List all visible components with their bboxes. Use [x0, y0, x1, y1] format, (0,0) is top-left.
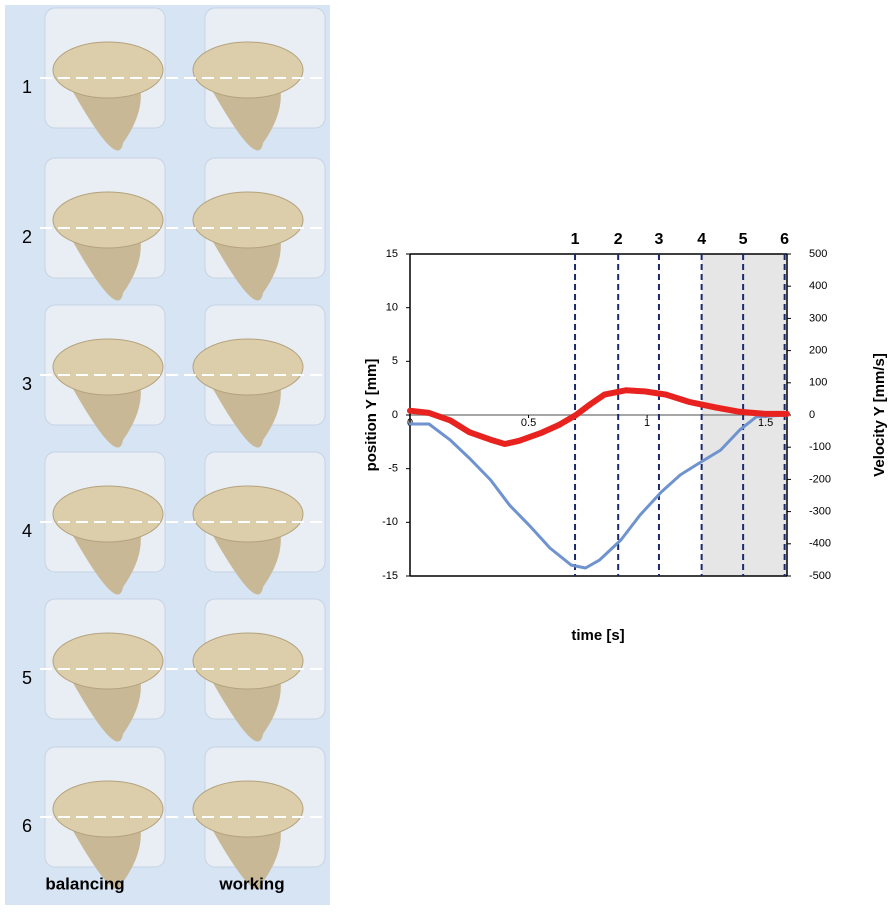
tooth-crown [53, 486, 163, 542]
row-label: 2 [22, 227, 32, 247]
row-label: 3 [22, 374, 32, 394]
row-label: 4 [22, 521, 32, 541]
y2-tick-label: 300 [809, 312, 827, 324]
y2-tick-label: -400 [809, 538, 831, 550]
marker-label: 4 [697, 231, 706, 248]
y-tick-label: 15 [386, 248, 398, 260]
tooth-crown [193, 192, 303, 248]
row-label: 5 [22, 668, 32, 688]
y2-axis-label: Velocity Y [mm/s] [871, 353, 888, 477]
y2-tick-label: -100 [809, 441, 831, 453]
y2-tick-label: -300 [809, 506, 831, 518]
y-tick-label: -10 [382, 516, 398, 528]
row-label: 6 [22, 816, 32, 836]
tooth-crown [53, 339, 163, 395]
tooth-crown [193, 339, 303, 395]
y2-tick-label: 0 [809, 409, 815, 421]
marker-label: 2 [614, 231, 623, 248]
figure: 1 2 3 4 5 6 balancing working time [s] positi… [0, 0, 894, 910]
x-axis-label: time [s] [571, 627, 624, 644]
y2-tick-label: 400 [809, 280, 827, 292]
tooth-crown [53, 781, 163, 837]
y2-tick-label: -500 [809, 570, 831, 582]
marker-label: 1 [571, 231, 580, 248]
y2-tick-label: -200 [809, 473, 831, 485]
row-label: 1 [22, 77, 32, 97]
tooth-crown [193, 633, 303, 689]
y2-tick-label: 500 [809, 248, 827, 260]
y-tick-label: 5 [392, 355, 398, 367]
x-tick-label: 1.5 [758, 417, 773, 429]
marker-label: 5 [739, 231, 748, 248]
marker-label: 3 [655, 231, 664, 248]
column-label: balancing [45, 874, 124, 893]
x-tick-label: 1 [644, 417, 650, 429]
marker-label: 6 [780, 231, 789, 248]
y-tick-label: 0 [392, 409, 398, 421]
y2-tick-label: 100 [809, 377, 827, 389]
y-tick-label: -15 [382, 570, 398, 582]
y2-tick-label: 200 [809, 345, 827, 357]
y-tick-label: 10 [386, 302, 398, 314]
y-axis-label: position Y [mm] [363, 359, 380, 472]
tooth-crown [53, 192, 163, 248]
tooth-crown [193, 781, 303, 837]
y-tick-label: -5 [388, 463, 398, 475]
column-label: working [218, 874, 284, 893]
tooth-crown [193, 486, 303, 542]
tooth-crown [53, 633, 163, 689]
tooth-crown [53, 42, 163, 98]
x-tick-label: 0.5 [521, 417, 536, 429]
tooth-crown [193, 42, 303, 98]
